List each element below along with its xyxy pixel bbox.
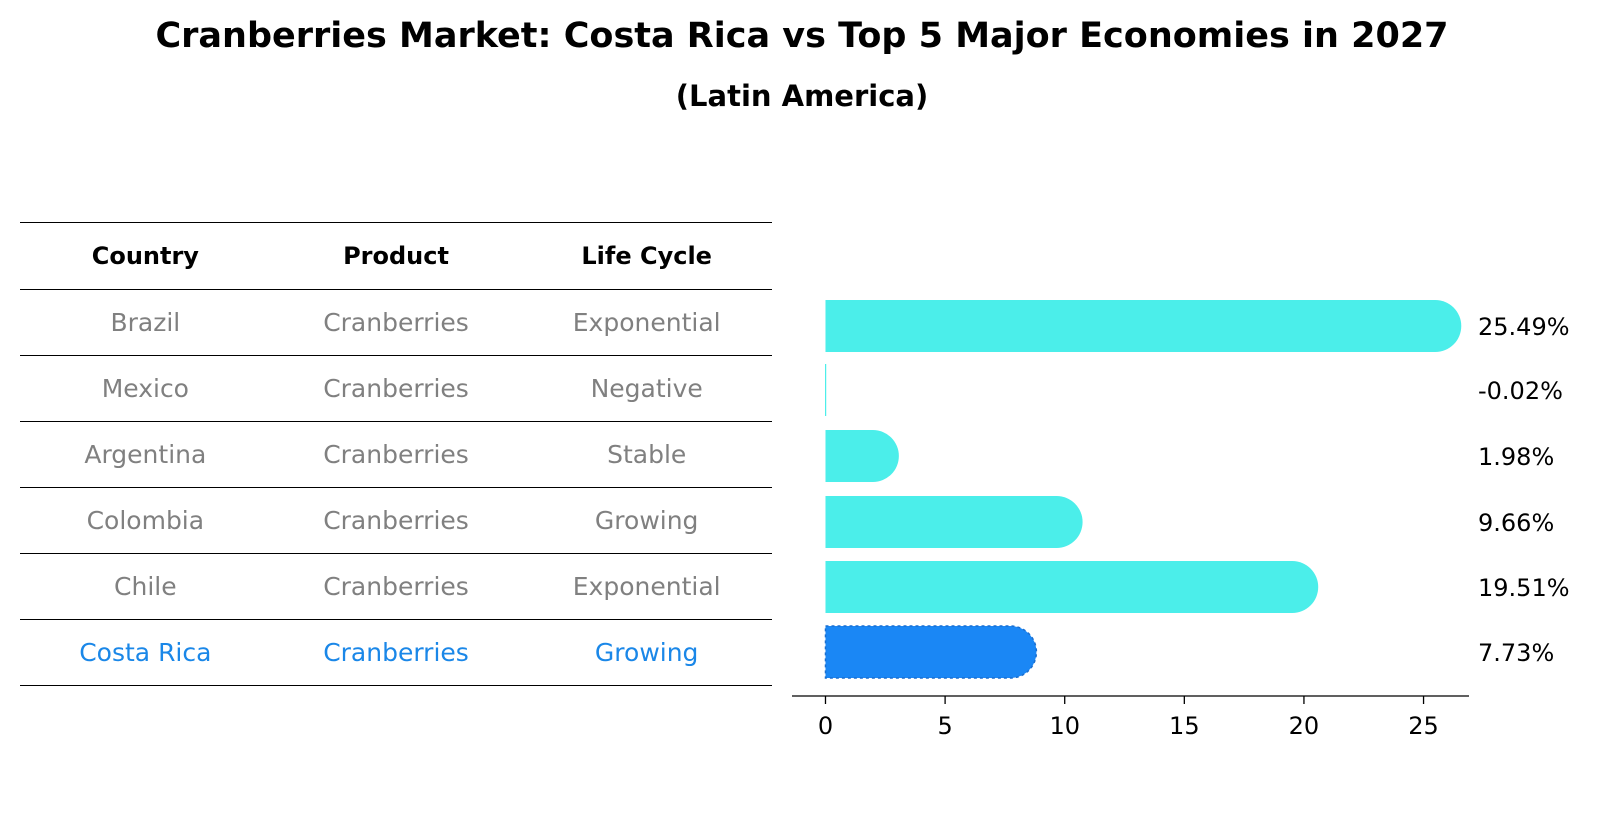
- header-life-cycle: Life Cycle: [581, 242, 712, 270]
- bar-mexico: [825, 364, 827, 416]
- cell-product: Cranberries: [323, 440, 469, 469]
- x-tick-label: 15: [1169, 712, 1200, 740]
- cell-life-cycle: Stable: [607, 440, 687, 469]
- bar-chile: [825, 561, 1319, 613]
- cell-life-cycle: Growing: [594, 506, 699, 535]
- chart-subtitle: (Latin America): [675, 79, 929, 113]
- bar-argentina: [825, 430, 899, 482]
- cell-country: Colombia: [86, 506, 205, 535]
- value-label: 19.51%: [1478, 574, 1570, 602]
- table-header-row: Country Product Life Cycle: [20, 223, 772, 290]
- table-row: Brazil Cranberries Exponential: [20, 290, 772, 356]
- cell-life-cycle: Exponential: [572, 308, 721, 337]
- table-row: Colombia Cranberries Growing: [20, 488, 772, 554]
- cell-country: Argentina: [84, 440, 207, 469]
- cell-product: Cranberries: [323, 308, 469, 337]
- table-row-highlighted: Costa Rica Cranberries Growing: [20, 620, 772, 686]
- cell-country: Costa Rica: [79, 638, 212, 667]
- market-table: Country Product Life Cycle Brazil Cranbe…: [20, 222, 772, 686]
- bar-costa-rica: [824, 625, 1038, 679]
- value-label: -0.02%: [1478, 377, 1563, 405]
- cell-product: Cranberries: [323, 638, 469, 667]
- x-tick-label: 5: [937, 712, 952, 740]
- table-row: Chile Cranberries Exponential: [20, 554, 772, 620]
- value-label: 7.73%: [1478, 639, 1554, 667]
- cell-product: Cranberries: [323, 572, 469, 601]
- cell-product: Cranberries: [323, 506, 469, 535]
- table-row: Mexico Cranberries Negative: [20, 356, 772, 422]
- cell-country: Chile: [114, 572, 177, 601]
- value-label: 1.98%: [1478, 443, 1554, 471]
- x-tick-label: 20: [1289, 712, 1320, 740]
- value-label: 9.66%: [1478, 509, 1554, 537]
- cell-life-cycle: Exponential: [572, 572, 721, 601]
- bar-colombia: [825, 496, 1083, 548]
- cell-product: Cranberries: [323, 374, 469, 403]
- cell-country: Mexico: [101, 374, 189, 403]
- x-tick-label: 25: [1408, 712, 1439, 740]
- cell-life-cycle: Negative: [590, 374, 703, 403]
- cell-life-cycle: Growing: [594, 638, 699, 667]
- value-label: 25.49%: [1478, 313, 1570, 341]
- x-tick-label: 10: [1049, 712, 1080, 740]
- table-row: Argentina Cranberries Stable: [20, 422, 772, 488]
- x-tick-label: 0: [818, 712, 833, 740]
- chart-title: Cranberries Market: Costa Rica vs Top 5 …: [155, 16, 1449, 56]
- header-product: Product: [343, 242, 449, 270]
- cell-country: Brazil: [110, 308, 181, 337]
- bar-brazil: [825, 300, 1462, 352]
- header-country: Country: [91, 242, 199, 270]
